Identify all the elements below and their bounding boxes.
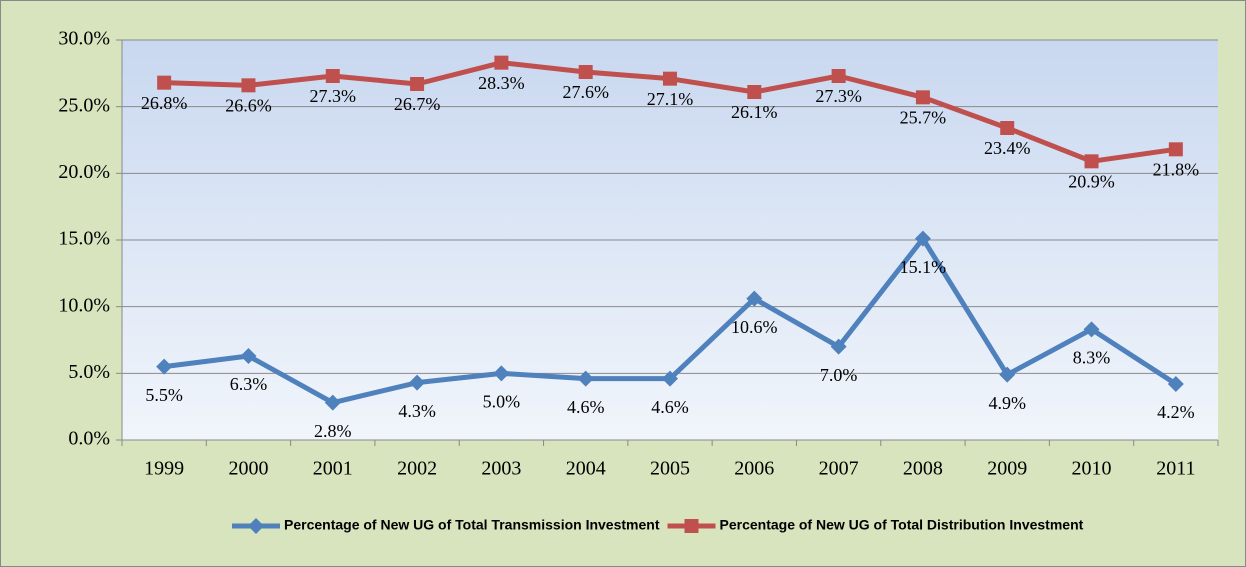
marker bbox=[1083, 321, 1100, 338]
marker bbox=[746, 290, 763, 307]
x-tick-label: 2005 bbox=[650, 458, 690, 480]
marker bbox=[999, 366, 1016, 383]
marker bbox=[1168, 142, 1183, 157]
data-label: 10.6% bbox=[731, 317, 778, 337]
x-tick-label: 2002 bbox=[397, 458, 437, 480]
marker bbox=[747, 85, 762, 99]
x-tick-label: 2001 bbox=[313, 458, 353, 480]
data-label: 4.2% bbox=[1157, 402, 1195, 422]
y-tick-label: 0.0% bbox=[68, 428, 110, 450]
y-tick-label: 10.0% bbox=[58, 294, 110, 316]
data-label: 4.9% bbox=[988, 393, 1026, 413]
marker bbox=[914, 230, 931, 247]
y-tick-label: 20.0% bbox=[58, 161, 110, 183]
data-label: 27.3% bbox=[310, 86, 357, 106]
x-tick-label: 1999 bbox=[144, 458, 184, 480]
data-label: 4.6% bbox=[651, 397, 689, 417]
y-tick-label: 5.0% bbox=[68, 361, 110, 383]
marker bbox=[1084, 154, 1099, 169]
marker bbox=[831, 69, 846, 83]
marker bbox=[241, 78, 256, 93]
data-label: 20.9% bbox=[1068, 171, 1115, 191]
y-tick-label: 30.0% bbox=[58, 28, 110, 50]
data-label: 5.0% bbox=[483, 391, 521, 411]
x-tick-label: 2007 bbox=[819, 458, 859, 480]
x-tick-label: 2004 bbox=[566, 458, 606, 480]
y-tick-label: 15.0% bbox=[58, 228, 110, 250]
data-label: 21.8% bbox=[1153, 159, 1200, 179]
marker bbox=[663, 71, 677, 86]
data-label: 4.6% bbox=[567, 397, 605, 417]
marker bbox=[1000, 121, 1015, 135]
data-label: 26.8% bbox=[141, 93, 188, 113]
marker bbox=[325, 69, 340, 83]
marker bbox=[684, 519, 699, 533]
marker bbox=[577, 370, 594, 387]
data-label: 15.1% bbox=[900, 257, 947, 277]
legend-label: Percentage of New UG of Total Transmissi… bbox=[284, 517, 660, 533]
x-tick-label: 2008 bbox=[903, 458, 943, 480]
data-label: 25.7% bbox=[900, 107, 947, 127]
data-label: 27.3% bbox=[815, 86, 862, 106]
data-label: 2.8% bbox=[314, 421, 352, 441]
marker bbox=[578, 65, 593, 79]
data-label: 7.0% bbox=[820, 365, 858, 385]
data-label: 27.1% bbox=[647, 89, 694, 109]
marker bbox=[240, 348, 257, 364]
marker bbox=[662, 370, 678, 387]
data-label: 23.4% bbox=[984, 138, 1031, 158]
marker bbox=[157, 75, 172, 90]
x-tick-label: 2006 bbox=[734, 458, 774, 480]
marker bbox=[493, 365, 510, 382]
marker bbox=[1167, 376, 1184, 392]
data-label: 4.3% bbox=[398, 401, 436, 421]
marker bbox=[915, 90, 930, 105]
x-tick-label: 2003 bbox=[481, 458, 521, 480]
x-tick-label: 2009 bbox=[987, 458, 1027, 480]
y-tick-label: 25.0% bbox=[58, 94, 110, 116]
x-tick-label: 2011 bbox=[1156, 458, 1195, 480]
data-label: 26.1% bbox=[731, 102, 778, 122]
data-label: 26.7% bbox=[394, 94, 441, 114]
marker bbox=[830, 338, 847, 355]
x-tick-label: 2000 bbox=[228, 458, 268, 480]
data-label: 5.5% bbox=[145, 385, 183, 405]
data-label: 28.3% bbox=[478, 73, 525, 93]
legend-label: Percentage of New UG of Total Distributi… bbox=[720, 517, 1084, 533]
data-label: 26.6% bbox=[225, 95, 272, 115]
data-label: 8.3% bbox=[1073, 347, 1111, 367]
marker bbox=[410, 77, 425, 91]
x-tick-label: 2010 bbox=[1072, 458, 1112, 480]
marker bbox=[248, 518, 264, 534]
marker bbox=[324, 394, 341, 411]
data-label: 6.3% bbox=[230, 374, 268, 394]
data-label: 27.6% bbox=[562, 82, 609, 102]
marker bbox=[494, 55, 509, 70]
marker bbox=[156, 358, 173, 375]
marker bbox=[409, 374, 426, 391]
